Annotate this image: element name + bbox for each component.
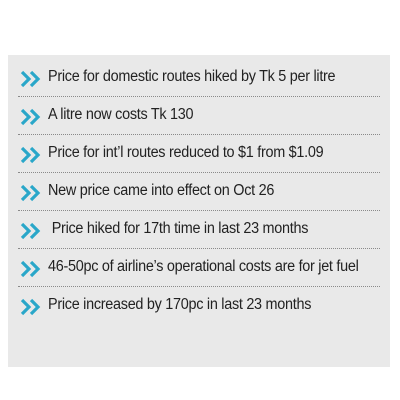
divider: [18, 210, 380, 211]
list-item: 46-50pc of airline’s operational costs a…: [8, 257, 390, 278]
item-text: New price came into effect on Oct 26: [48, 182, 275, 199]
divider: [18, 96, 380, 97]
item-text: Price for domestic routes hiked by Tk 5 …: [48, 68, 336, 85]
divider: [18, 286, 380, 287]
divider: [18, 134, 380, 135]
list-item: New price came into effect on Oct 26: [8, 181, 390, 202]
double-chevron-right-icon: [20, 70, 41, 88]
fact-box: Price for domestic routes hiked by Tk 5 …: [8, 55, 390, 367]
divider: [18, 248, 380, 249]
divider: [18, 172, 380, 173]
item-text: Price hiked for 17th time in last 23 mon…: [48, 220, 309, 237]
item-text: Price for int’l routes reduced to $1 fro…: [48, 144, 324, 161]
double-chevron-right-icon: [20, 146, 41, 164]
double-chevron-right-icon: [20, 222, 41, 240]
double-chevron-right-icon: [20, 260, 41, 278]
list-item: Price for domestic routes hiked by Tk 5 …: [8, 67, 390, 88]
list-item: A litre now costs Tk 130: [8, 105, 390, 126]
double-chevron-right-icon: [20, 184, 41, 202]
double-chevron-right-icon: [20, 298, 41, 316]
list-item: Price for int’l routes reduced to $1 fro…: [8, 143, 390, 164]
item-text: Price increased by 170pc in last 23 mont…: [48, 296, 312, 313]
list-item: Price increased by 170pc in last 23 mont…: [8, 295, 390, 316]
item-text: A litre now costs Tk 130: [48, 106, 194, 123]
item-text: 46-50pc of airline’s operational costs a…: [48, 258, 359, 275]
list-item: Price hiked for 17th time in last 23 mon…: [8, 219, 390, 240]
double-chevron-right-icon: [20, 108, 41, 126]
